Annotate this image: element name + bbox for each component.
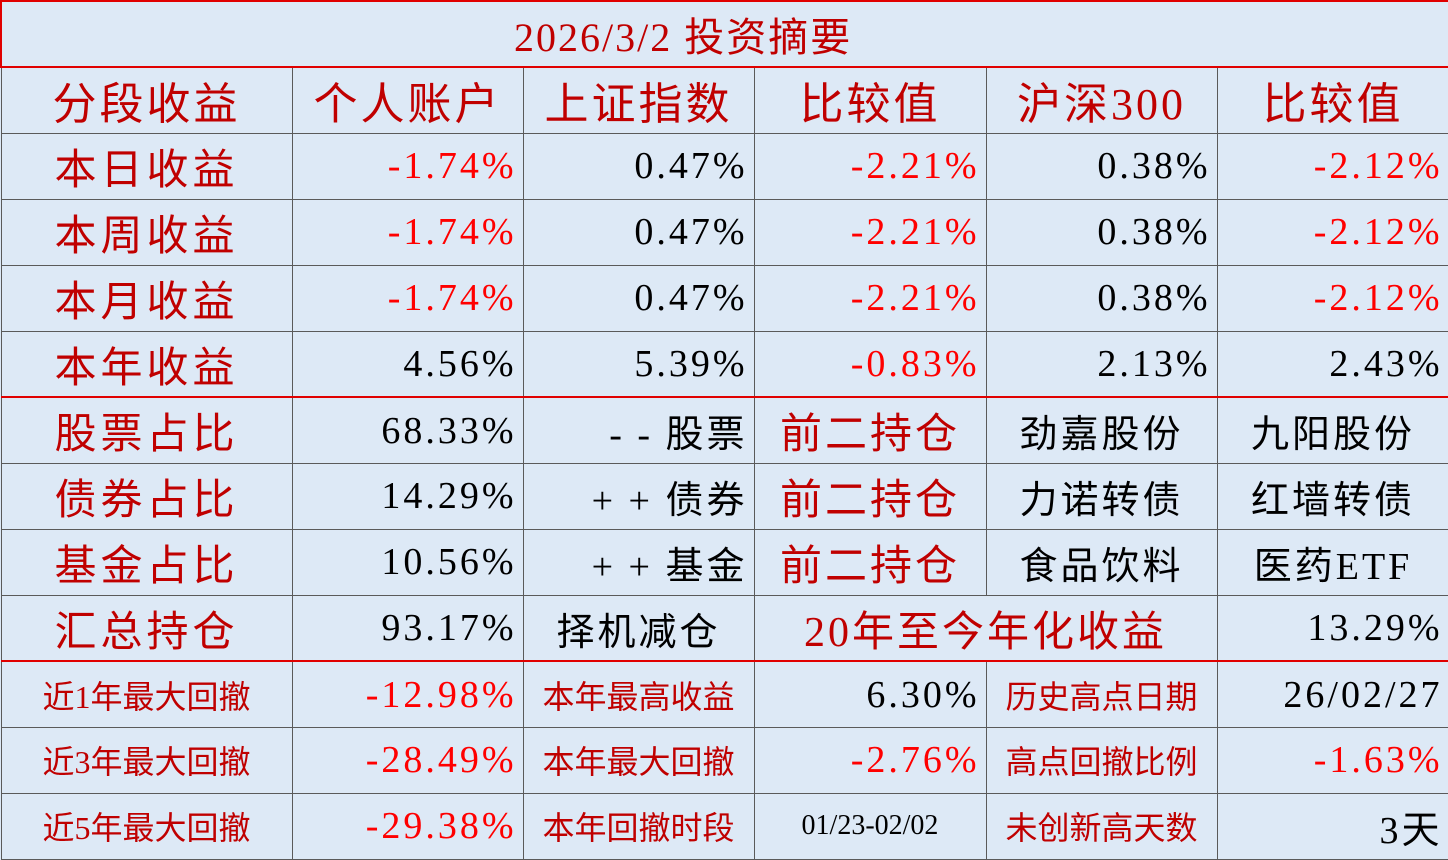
cell: 近3年最大回撤: [0, 726, 293, 794]
cell: 未创新高天数: [985, 792, 1218, 860]
cell: -2.12%: [1216, 198, 1448, 266]
cell: -1.74%: [291, 132, 524, 200]
header-cell: 分段收益: [0, 65, 293, 134]
table-row: 汇总持仓 93.17% 择机减仓 20年至今年化收益 13.29%: [0, 594, 1448, 662]
cell: -2.21%: [753, 198, 987, 266]
cell: 本年回撤时段: [522, 792, 755, 860]
title: 2026/3/2 投资摘要: [0, 0, 1448, 68]
cell: + + 基金: [522, 528, 755, 596]
cell: 2.43%: [1216, 330, 1448, 398]
cell: 68.33%: [291, 396, 524, 464]
cell: -1.63%: [1216, 726, 1448, 794]
header-cell: 上证指数: [522, 65, 755, 134]
cell: 债券占比: [0, 462, 293, 530]
cell: 前二持仓: [753, 462, 987, 530]
cell: 近1年最大回撤: [0, 660, 293, 728]
cell: -2.76%: [753, 726, 987, 794]
cell: 10.56%: [291, 528, 524, 596]
cell: -2.21%: [753, 264, 987, 332]
cell: 前二持仓: [753, 528, 987, 596]
cell: 01/23-02/02: [753, 792, 987, 860]
cell: 力诺转债: [985, 462, 1218, 530]
cell: 5.39%: [522, 330, 755, 398]
cell: 择机减仓: [522, 594, 755, 662]
cell: -0.83%: [753, 330, 987, 398]
cell: 3天: [1216, 792, 1448, 860]
cell: -12.98%: [291, 660, 524, 728]
cell: + + 债券: [522, 462, 755, 530]
table-row: 本年收益 4.56% 5.39% -0.83% 2.13% 2.43%: [0, 330, 1448, 398]
table-row: 本日收益 -1.74% 0.47% -2.21% 0.38% -2.12%: [0, 132, 1448, 200]
table-row: 近1年最大回撤 -12.98% 本年最高收益 6.30% 历史高点日期 26/02/27: [0, 660, 1448, 728]
cell: -28.49%: [291, 726, 524, 794]
cell: 14.29%: [291, 462, 524, 530]
cell: 医药ETF: [1216, 528, 1448, 596]
cell: 高点回撤比例: [985, 726, 1218, 794]
header-cell: 比较值: [753, 65, 987, 134]
cell: 股票占比: [0, 396, 293, 464]
cell: 本周收益: [0, 198, 293, 266]
cell: 本月收益: [0, 264, 293, 332]
cell: 6.30%: [753, 660, 987, 728]
cell: 本年最高收益: [522, 660, 755, 728]
cell: -2.12%: [1216, 132, 1448, 200]
cell: 劲嘉股份: [985, 396, 1218, 464]
cell: -2.12%: [1216, 264, 1448, 332]
cell: 93.17%: [291, 594, 524, 662]
cell: 汇总持仓: [0, 594, 293, 662]
cell: 本日收益: [0, 132, 293, 200]
table-row: 近5年最大回撤 -29.38% 本年回撤时段 01/23-02/02 未创新高天数 3天: [0, 792, 1448, 860]
table-row: 基金占比 10.56% + + 基金 前二持仓 食品饮料 医药ETF: [0, 528, 1448, 596]
table-row: 本月收益 -1.74% 0.47% -2.21% 0.38% -2.12%: [0, 264, 1448, 332]
cell: 基金占比: [0, 528, 293, 596]
table-row: 近3年最大回撤 -28.49% 本年最大回撤 -2.76% 高点回撤比例 -1.63%: [0, 726, 1448, 794]
cell: 0.38%: [985, 132, 1218, 200]
title-row: 2026/3/2 投资摘要: [0, 0, 1448, 68]
cell: 红墙转债: [1216, 462, 1448, 530]
cell: -29.38%: [291, 792, 524, 860]
cell: 0.38%: [985, 264, 1218, 332]
cell: 前二持仓: [753, 396, 987, 464]
cell: 0.47%: [522, 198, 755, 266]
cell: 20年至今年化收益: [753, 594, 1218, 662]
cell: 4.56%: [291, 330, 524, 398]
cell: 0.47%: [522, 264, 755, 332]
cell: 食品饮料: [985, 528, 1218, 596]
cell: - - 股票: [522, 396, 755, 464]
header-cell: 沪深300: [985, 65, 1218, 134]
cell: 2.13%: [985, 330, 1218, 398]
cell: 本年最大回撤: [522, 726, 755, 794]
header-cell: 比较值: [1216, 65, 1448, 134]
cell: 近5年最大回撤: [0, 792, 293, 860]
cell: -1.74%: [291, 198, 524, 266]
cell: 13.29%: [1216, 594, 1448, 662]
cell: 历史高点日期: [985, 660, 1218, 728]
cell: -1.74%: [291, 264, 524, 332]
cell: 九阳股份: [1216, 396, 1448, 464]
cell: 26/02/27: [1216, 660, 1448, 728]
header-cell: 个人账户: [291, 65, 524, 134]
cell: 0.38%: [985, 198, 1218, 266]
header-row: 分段收益 个人账户 上证指数 比较值 沪深300 比较值: [0, 65, 1448, 134]
cell: -2.21%: [753, 132, 987, 200]
cell: 0.47%: [522, 132, 755, 200]
cell: 本年收益: [0, 330, 293, 398]
table-row: 股票占比 68.33% - - 股票 前二持仓 劲嘉股份 九阳股份: [0, 396, 1448, 464]
table-row: 债券占比 14.29% + + 债券 前二持仓 力诺转债 红墙转债: [0, 462, 1448, 530]
table-row: 本周收益 -1.74% 0.47% -2.21% 0.38% -2.12%: [0, 198, 1448, 266]
